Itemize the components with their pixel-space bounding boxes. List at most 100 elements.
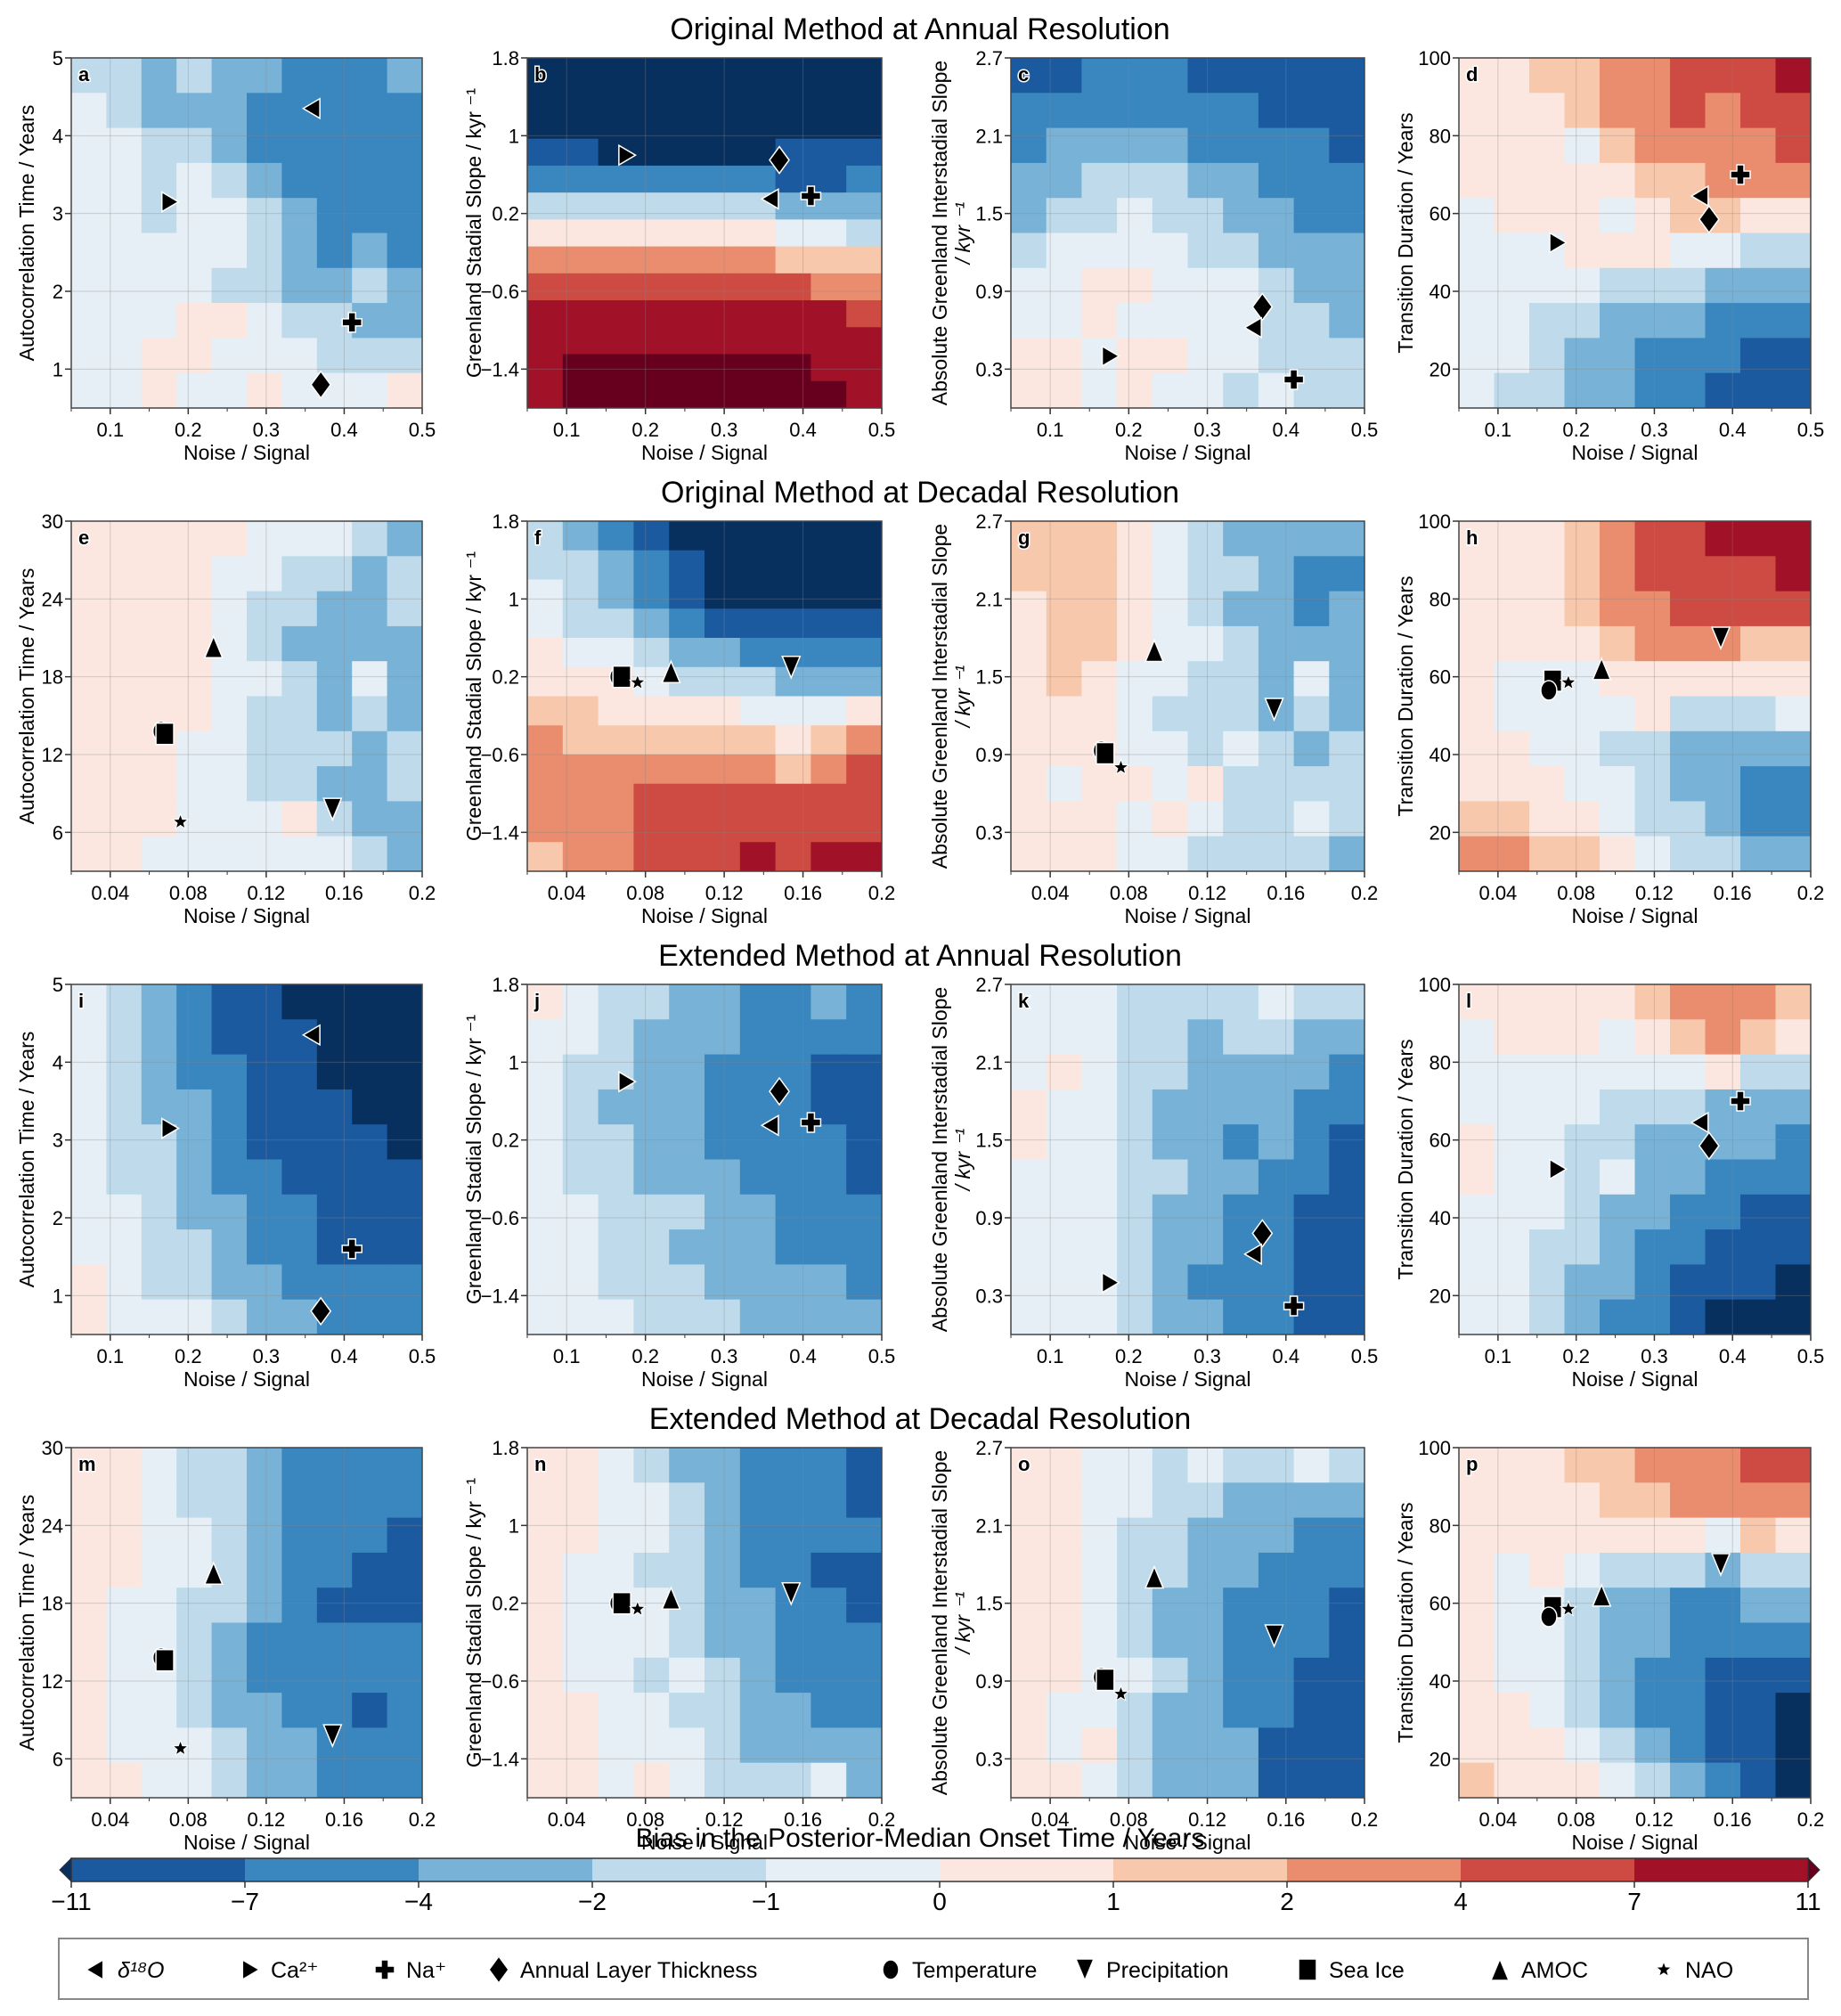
contour-cell — [598, 1159, 634, 1196]
legend-item: AMOC — [1489, 1957, 1588, 1983]
y-tick-label: 60 — [1430, 203, 1451, 225]
contour-cell — [811, 1124, 847, 1161]
x-tick-label: 0.12 — [247, 882, 285, 904]
contour-cell — [633, 696, 670, 726]
contour-cell — [669, 1448, 705, 1483]
x-tick-label: 0.1 — [553, 1345, 581, 1367]
contour-cell — [633, 1448, 670, 1483]
contour-cell — [1670, 521, 1707, 557]
contour-cell — [562, 58, 599, 86]
contour-cell — [1258, 591, 1295, 627]
contour-cell — [1293, 1264, 1330, 1301]
contour-cell — [1011, 162, 1047, 199]
contour-cell — [1740, 1762, 1777, 1798]
contour-cell — [811, 638, 847, 668]
contour-cell — [1081, 1019, 1118, 1056]
contour-cell — [669, 1657, 705, 1694]
contour-cell — [176, 984, 213, 1020]
contour-cell — [1670, 1693, 1707, 1728]
contour-cell — [71, 1089, 107, 1125]
y-tick-label: 2.1 — [975, 588, 1003, 610]
colorbar-tick-label: 7 — [1627, 1888, 1641, 1915]
axes-frame — [70, 1447, 423, 1799]
marker-nao-icon — [628, 1599, 647, 1617]
contour-cell — [633, 755, 670, 785]
contour-cell — [633, 85, 670, 113]
x-axis-label: Noise / Signal — [641, 904, 768, 927]
contour-cell — [1740, 1229, 1777, 1265]
contour-cell — [669, 192, 705, 220]
x-axis-label: Noise / Signal — [1572, 1367, 1698, 1391]
contour-cell — [1152, 556, 1189, 592]
x-tick-label: 0.4 — [1719, 419, 1747, 441]
contour-cell — [387, 58, 422, 94]
contour-cell — [739, 1054, 777, 1090]
contour-cell — [598, 1448, 634, 1483]
contour-cell — [811, 1762, 847, 1798]
contour-cell — [352, 1587, 388, 1624]
contour-cell — [1670, 1587, 1707, 1624]
contour-cell — [1011, 1727, 1047, 1764]
contour-cell — [775, 246, 811, 274]
contour-cell — [1670, 1299, 1707, 1334]
contour-cell — [106, 198, 143, 234]
contour-cell — [281, 1159, 318, 1196]
y-tick-label: 0.3 — [975, 1285, 1003, 1307]
contour-cell — [141, 1264, 177, 1301]
contour-cell — [775, 755, 811, 785]
contour-cell — [1494, 1552, 1530, 1588]
contour-cell — [1564, 1552, 1601, 1588]
contour-cell — [141, 1229, 177, 1265]
contour-cell — [598, 725, 634, 755]
contour-cell — [1046, 1229, 1082, 1265]
contour-cell — [1258, 1159, 1295, 1196]
contour-cell — [775, 521, 811, 551]
contour-cell — [106, 1194, 143, 1230]
contour-cell — [1494, 198, 1530, 234]
contour-cell — [775, 1264, 811, 1301]
contour-cell — [71, 1622, 107, 1659]
contour-cell — [71, 730, 107, 767]
contour-cell — [669, 812, 705, 843]
marker-amoc-icon — [661, 659, 681, 683]
contour-cell — [387, 198, 422, 234]
contour-cell — [1011, 521, 1047, 557]
contour-cell — [669, 273, 705, 301]
contour-cell — [1258, 625, 1295, 662]
contour-cell — [562, 1482, 599, 1519]
contour-cell — [705, 579, 741, 609]
contour-cell — [598, 842, 634, 871]
y-tick-label: 100 — [1418, 47, 1451, 69]
x-tick-label: 0.2 — [1115, 419, 1143, 441]
contour-cell — [387, 1657, 422, 1694]
contour-cell — [1529, 1194, 1566, 1230]
marker-na-icon — [374, 1959, 395, 1980]
y-tick-label: 2.1 — [975, 1051, 1003, 1073]
y-axis-label: Absolute Greenland Interstadial Slope — [928, 524, 951, 869]
colorbar-segment — [1113, 1858, 1288, 1881]
contour-cell — [247, 338, 282, 374]
contour-cell — [352, 233, 388, 269]
contour-cell — [1529, 1517, 1566, 1554]
contour-cell — [1564, 1194, 1601, 1230]
contour-cell — [846, 579, 882, 609]
contour-cell — [527, 85, 564, 113]
contour-cell — [141, 1552, 177, 1588]
contour-cell — [176, 1299, 213, 1334]
panel-letter: i — [78, 990, 84, 1012]
contour-cell — [247, 1657, 282, 1694]
contour-cell — [1600, 556, 1636, 592]
contour-cell — [71, 1019, 107, 1056]
contour-cell — [1600, 1124, 1636, 1161]
contour-cell — [811, 1727, 847, 1764]
y-tick-label: 1.8 — [492, 47, 519, 69]
contour-cell — [1152, 1587, 1189, 1624]
contour-cell — [1740, 1264, 1777, 1301]
contour-cell — [633, 1299, 670, 1334]
contour-cell — [1670, 1124, 1707, 1161]
contour-cell — [281, 1264, 318, 1301]
contour-cell — [1600, 372, 1636, 408]
y-tick-label: 1 — [509, 588, 519, 610]
contour-cell — [1117, 591, 1153, 627]
